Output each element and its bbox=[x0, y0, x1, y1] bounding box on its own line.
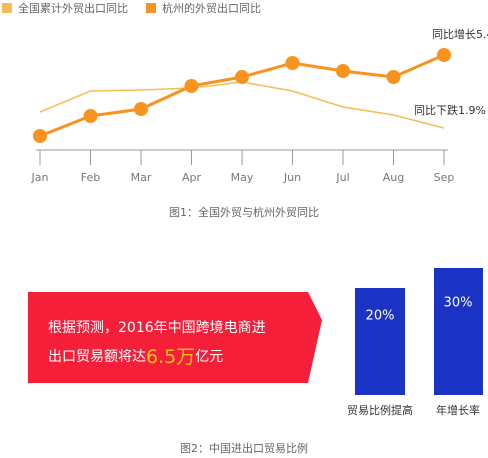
annotation: 同比下跌1.9% bbox=[414, 103, 486, 117]
callout-text: 根据预测，2016年中国跨境电商进 bbox=[48, 320, 266, 336]
data-point bbox=[33, 129, 47, 143]
data-point bbox=[235, 70, 249, 84]
stat-label: 贸易比例提高 bbox=[347, 403, 413, 417]
data-point bbox=[285, 56, 300, 70]
x-tick-label: Feb bbox=[81, 171, 100, 184]
x-tick-label: May bbox=[231, 171, 254, 184]
x-tick-label: Apr bbox=[182, 171, 202, 184]
legend-label: 全国累计外贸出口同比 bbox=[18, 1, 128, 15]
series-line bbox=[39, 53, 445, 138]
caption: 图1：全国外贸与杭州外贸同比 bbox=[169, 205, 319, 219]
data-point bbox=[336, 64, 350, 78]
callout-text: 亿元 bbox=[195, 349, 223, 365]
callout-text: 出口贸易额将达6.5万亿元 bbox=[48, 346, 223, 368]
stat-box bbox=[434, 268, 483, 395]
x-tick-label: Jul bbox=[335, 171, 349, 184]
data-point bbox=[437, 48, 451, 62]
legend-label: 杭州的外贸出口同比 bbox=[162, 1, 261, 15]
annotation: 同比增长5.4% bbox=[432, 27, 488, 41]
x-tick-label: Jun bbox=[283, 171, 301, 184]
x-tick-label: Mar bbox=[131, 171, 152, 184]
callout-highlight: 6.5万 bbox=[146, 346, 195, 368]
x-tick-label: Aug bbox=[383, 171, 404, 184]
stat-label: 年增长率 bbox=[436, 403, 480, 417]
stat-value: 30% bbox=[444, 296, 473, 311]
callout-text: 出口贸易额将达 bbox=[48, 349, 146, 365]
legend-swatch bbox=[2, 3, 12, 13]
data-point bbox=[386, 70, 401, 84]
legend-swatch bbox=[146, 3, 156, 13]
x-tick-label: Jan bbox=[31, 171, 49, 184]
series-line bbox=[39, 81, 445, 129]
stat-value: 20% bbox=[366, 309, 395, 324]
caption: 图2：中国进出口贸易比例 bbox=[180, 441, 308, 455]
callout-box bbox=[28, 292, 322, 383]
data-point bbox=[83, 109, 98, 123]
data-point bbox=[134, 102, 148, 116]
x-tick-label: Sep bbox=[434, 171, 455, 184]
stat-box bbox=[355, 288, 405, 395]
data-point bbox=[184, 79, 199, 93]
